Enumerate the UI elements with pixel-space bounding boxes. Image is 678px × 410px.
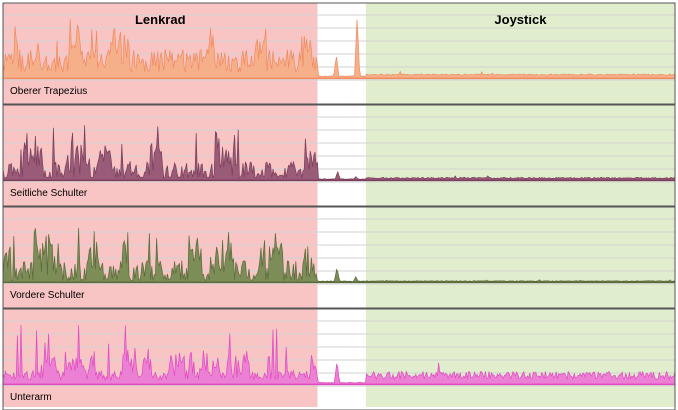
series-2-trace bbox=[2, 227, 676, 283]
series-label-1: Seitliche Schulter bbox=[10, 188, 88, 199]
series-3-trace bbox=[2, 324, 676, 385]
region-2 bbox=[365, 3, 675, 407]
region-title-2: Joystick bbox=[494, 12, 547, 27]
series-1-trace bbox=[2, 125, 676, 181]
panel-border-1 bbox=[2, 104, 676, 207]
panel-border-2 bbox=[2, 206, 676, 309]
series-label-2: Vordere Schulter bbox=[10, 290, 85, 301]
series-label-3: Unterarm bbox=[10, 392, 52, 403]
region-title-0: Lenkrad bbox=[135, 12, 186, 27]
series-0-trace bbox=[2, 19, 676, 79]
panel-border-0 bbox=[2, 2, 676, 105]
panel-border-3 bbox=[2, 308, 676, 410]
series-label-0: Oberer Trapezius bbox=[10, 86, 87, 97]
